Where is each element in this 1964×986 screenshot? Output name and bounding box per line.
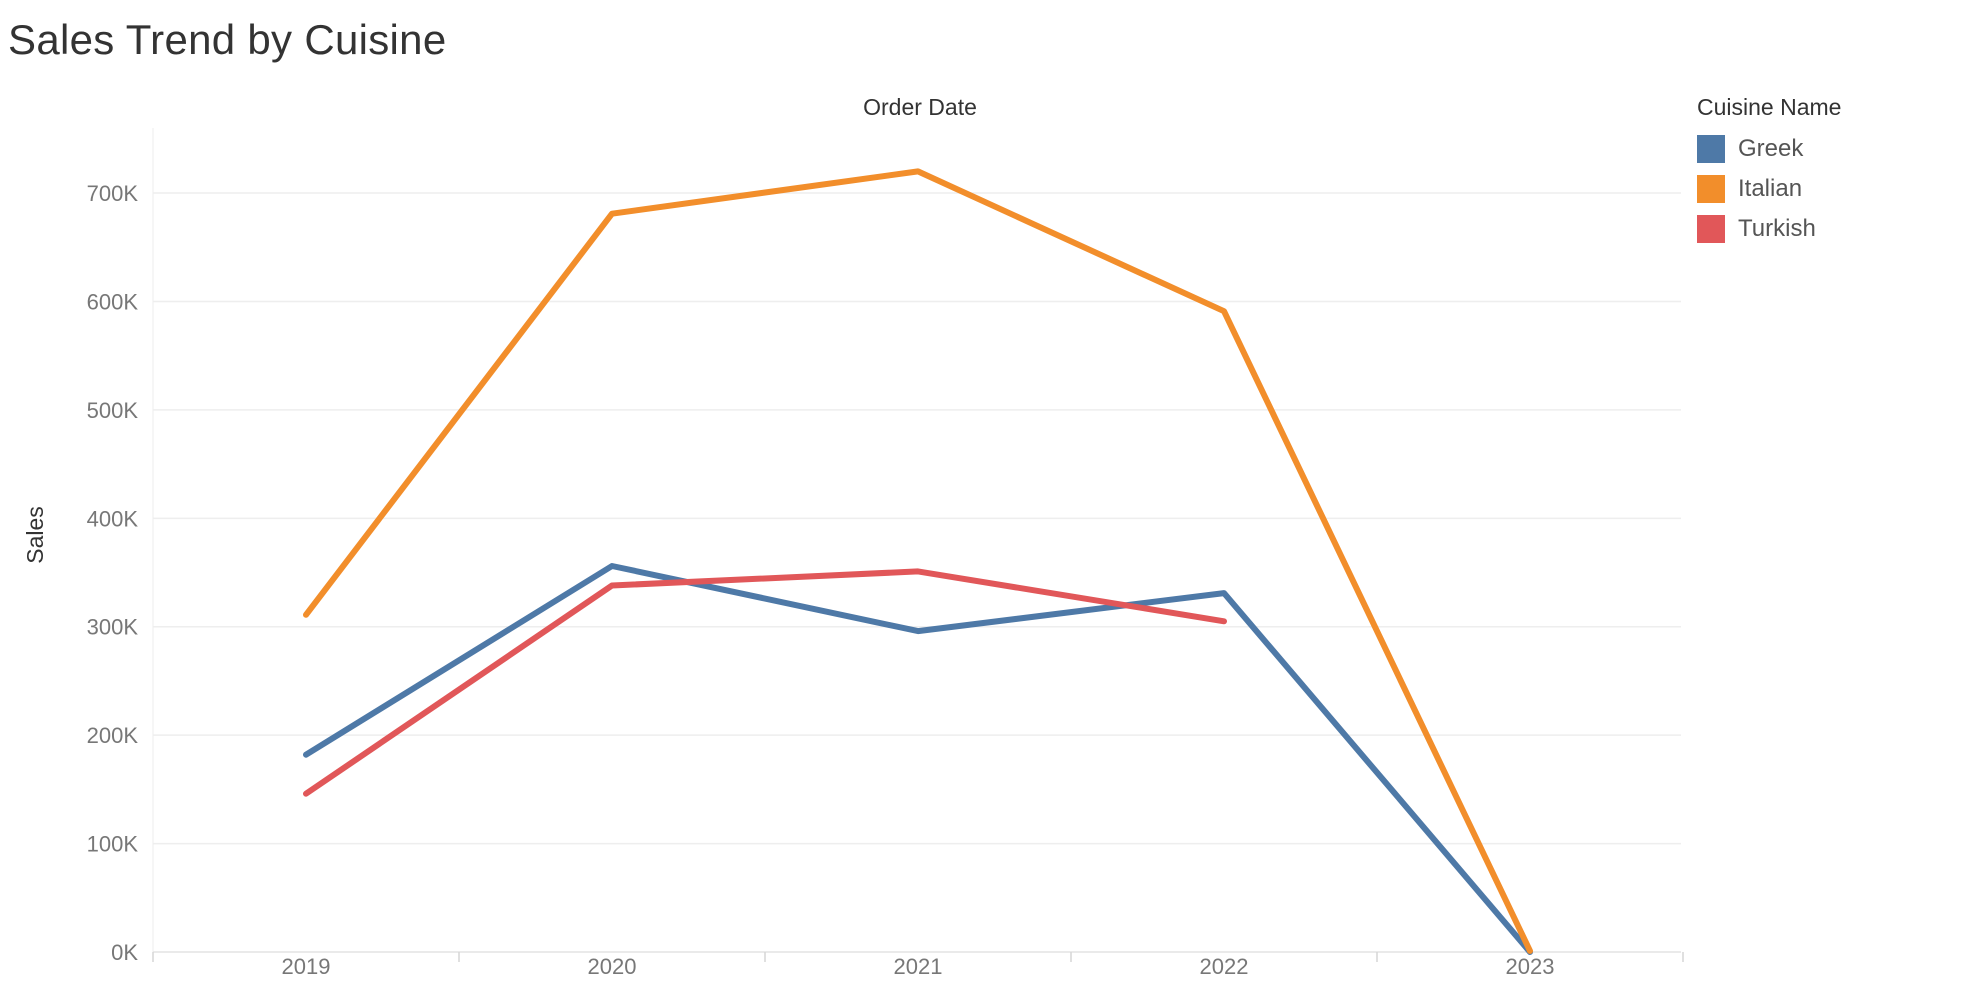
legend-swatch-greek <box>1697 135 1725 163</box>
series-line-italian[interactable] <box>303 168 1533 954</box>
legend-item-turkish[interactable]: Turkish <box>1697 209 1937 249</box>
legend-label-greek: Greek <box>1738 135 1804 162</box>
y-tick-label: 600K <box>87 289 139 314</box>
y-axis-title: Sales <box>22 506 48 564</box>
legend-swatch-italian <box>1697 175 1725 203</box>
y-tick-label: 200K <box>87 723 139 748</box>
legend-item-greek[interactable]: Greek <box>1697 129 1937 169</box>
legend-swatch-turkish <box>1697 215 1725 243</box>
y-axis-ticks: 0K 100K 200K 300K 400K 500K 600K 700K <box>87 181 139 965</box>
legend-item-italian[interactable]: Italian <box>1697 169 1937 209</box>
legend-label-turkish: Turkish <box>1738 215 1816 242</box>
x-tick-label: 2022 <box>1200 954 1249 979</box>
series-line-greek[interactable] <box>303 563 1533 955</box>
y-tick-label: 300K <box>87 615 139 640</box>
x-axis: 2019 2020 2021 2022 2023 <box>152 951 1684 979</box>
y-tick-label: 0K <box>111 940 138 965</box>
legend-label-italian: Italian <box>1738 175 1803 202</box>
gridlines <box>152 128 1681 953</box>
y-tick-label: 400K <box>87 506 139 531</box>
series-lines <box>303 168 1533 955</box>
y-tick-label: 100K <box>87 832 139 857</box>
x-tick-label: 2019 <box>282 954 331 979</box>
x-tick-label: 2021 <box>894 954 943 979</box>
x-tick-label: 2020 <box>588 954 637 979</box>
x-tick-label: 2023 <box>1506 954 1555 979</box>
legend-title: Cuisine Name <box>1697 94 1842 120</box>
x-axis-title: Order Date <box>863 94 977 120</box>
chart-title: Sales Trend by Cuisine <box>8 16 447 63</box>
y-tick-label: 500K <box>87 398 139 423</box>
legend: Cuisine Name Greek Italian Turkish <box>1697 94 1937 249</box>
y-tick-label: 700K <box>87 181 139 206</box>
series-line-turkish[interactable] <box>303 568 1227 797</box>
